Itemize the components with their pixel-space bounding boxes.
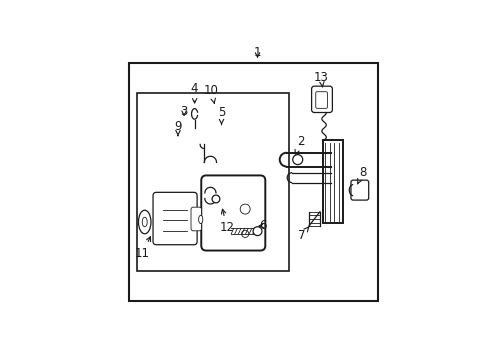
Text: 3: 3 [180, 105, 187, 118]
Text: 11: 11 [135, 237, 150, 260]
Text: 6: 6 [259, 219, 266, 232]
Text: 5: 5 [217, 106, 225, 125]
FancyBboxPatch shape [201, 175, 265, 251]
Text: 7: 7 [298, 227, 308, 242]
Text: 8: 8 [357, 166, 366, 184]
Bar [128, 63, 377, 301]
Text: 2: 2 [294, 135, 304, 154]
FancyBboxPatch shape [311, 86, 332, 112]
Circle shape [241, 230, 248, 238]
Text: 13: 13 [313, 71, 328, 87]
FancyBboxPatch shape [191, 207, 201, 231]
Circle shape [292, 155, 302, 165]
Ellipse shape [198, 215, 203, 224]
Circle shape [212, 195, 220, 203]
Ellipse shape [195, 210, 205, 229]
FancyBboxPatch shape [153, 192, 197, 245]
Circle shape [253, 227, 262, 235]
Text: 10: 10 [203, 84, 218, 103]
FancyBboxPatch shape [315, 92, 327, 108]
FancyBboxPatch shape [350, 180, 368, 200]
Bar [137, 93, 289, 270]
Circle shape [240, 204, 250, 214]
Text: 9: 9 [174, 120, 182, 136]
Text: 1: 1 [253, 46, 261, 59]
Text: 4: 4 [190, 82, 198, 103]
Ellipse shape [138, 210, 151, 234]
Bar [322, 140, 343, 223]
Text: 12: 12 [219, 209, 234, 234]
Ellipse shape [142, 217, 147, 227]
